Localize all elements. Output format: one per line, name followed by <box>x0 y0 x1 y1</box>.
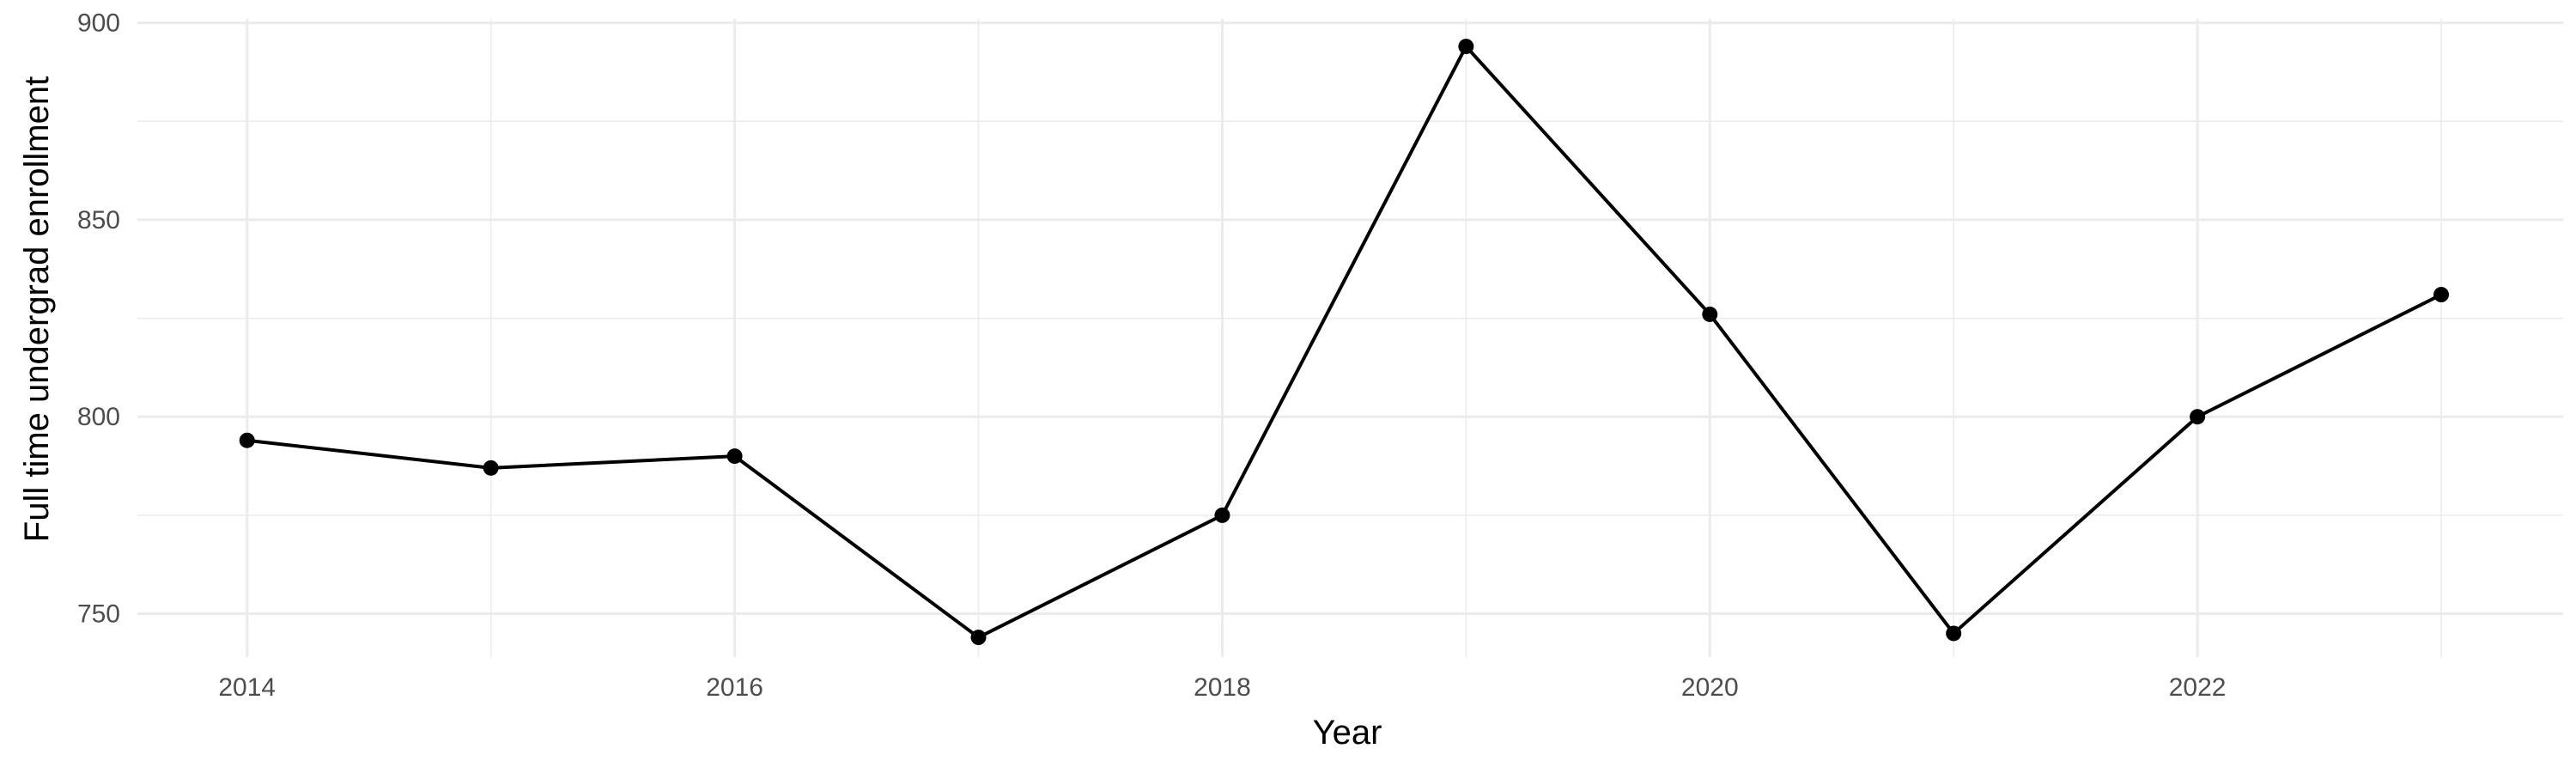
x-tick-label: 2016 <box>706 673 763 702</box>
data-point <box>1214 507 1230 523</box>
x-tick-label: 2014 <box>218 673 276 702</box>
data-point <box>1702 306 1718 322</box>
data-point <box>970 630 987 646</box>
y-axis-title: Full time undergrad enrollment <box>18 76 56 542</box>
data-point <box>2433 287 2450 303</box>
series-line <box>246 45 2442 640</box>
x-tick-label: 2020 <box>1681 673 1739 702</box>
grid <box>137 19 2563 657</box>
data-point <box>726 448 743 465</box>
y-tick-label: 750 <box>77 600 120 629</box>
y-tick-label: 900 <box>77 9 120 38</box>
x-tick-label: 2018 <box>1194 673 1251 702</box>
y-tick-label: 850 <box>77 206 120 234</box>
x-tick-label: 2022 <box>2169 673 2227 702</box>
y-tick-label: 800 <box>77 403 120 431</box>
x-axis-ticks: 2014 2016 2018 2020 2022 <box>218 673 2226 702</box>
data-point <box>483 460 499 476</box>
data-point <box>239 432 255 448</box>
data-point <box>1458 39 1474 55</box>
x-axis-title: Year <box>1313 714 1382 752</box>
series <box>239 39 2450 646</box>
data-point <box>2190 409 2206 425</box>
y-axis-ticks: 750 800 850 900 <box>77 9 120 629</box>
data-point <box>1946 625 1962 642</box>
